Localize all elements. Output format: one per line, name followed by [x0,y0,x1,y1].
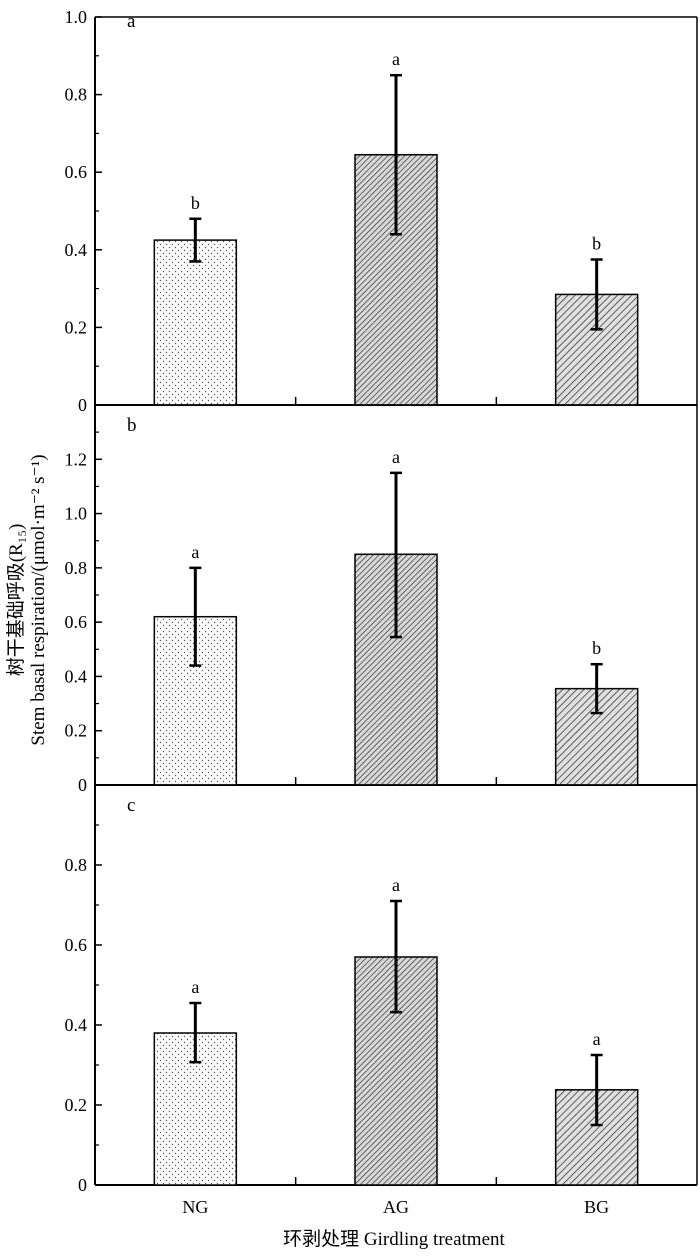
panel-b-y-tick-label: 0.2 [65,721,88,741]
y-axis-title: 树干基础呼吸(R₁₅) Stem basal respiration/(μmol… [5,454,49,745]
panel-a-bar-ng [153,239,238,406]
panel-c-label: c [127,795,135,816]
panel-b-bar-bg [554,687,639,786]
panel-b-y-tick-label: 0.8 [65,558,88,578]
panel-c-marks: 0 0.2 0.4 0.6 0.8 a a a NG AG BG [65,784,698,1217]
y-axis-title-en: Stem basal respiration/(μmol·m⁻² s⁻¹) [28,454,49,745]
panel-b-y-tick-label: 0.4 [65,666,88,686]
x-tick-label-bg: BG [584,1197,609,1217]
panel-a-significance-letter: b [592,234,601,254]
panel-c-y-tick-label: 0.4 [65,1015,88,1035]
panel-a-significance-letter: b [191,193,200,213]
panel-b: b 0 0.2 0.4 0.6 0.8 1.0 1.2 a a b [65,404,698,795]
panel-a-marks: 0 0.2 0.4 0.6 0.8 1.0 b a b [65,7,698,415]
panel-c: c 0 0.2 0.4 0.6 0.8 a a a NG AG BG [65,784,698,1217]
panel-b-y-tick-label: 0 [78,775,87,795]
panel-a-y-tick-label: 0 [78,395,87,415]
panel-b-y-tick-label: 1.2 [65,449,88,469]
panel-c-y-tick-label: 0.6 [65,935,88,955]
panel-c-y-tick-label: 0 [78,1175,87,1195]
panel-a-y-tick-label: 0.2 [65,317,88,337]
panel-a-y-tick-label: 0.4 [65,240,88,260]
panel-a-significance-letter: a [392,49,400,69]
panel-c-significance-letter: a [191,977,199,997]
panel-b-label: b [127,415,137,436]
panel-c-significance-letter: a [392,875,400,895]
panel-b-significance-letter: b [592,638,601,658]
panel-a: a 0 0.2 0.4 0.6 0.8 1.0 b a b [65,7,698,415]
panel-a-y-tick-label: 0.6 [65,162,88,182]
panel-c-y-tick-label: 0.2 [65,1095,88,1115]
x-axis-title: 环剥处理 Girdling treatment [283,1228,505,1250]
x-tick-label-ng: NG [182,1197,208,1217]
panel-a-label: a [127,11,136,32]
panel-b-y-tick-label: 0.6 [65,612,88,632]
x-tick-label-ag: AG [383,1197,409,1217]
panel-a-y-tick-label: 0.8 [65,85,88,105]
y-axis-title-cn: 树干基础呼吸(R₁₅) [5,524,27,677]
panel-b-significance-letter: a [191,542,199,562]
panel-b-significance-letter: a [392,447,400,467]
panel-c-significance-letter: a [593,1029,601,1049]
panel-a-y-tick-label: 1.0 [65,7,88,27]
panel-c-y-tick-label: 0.8 [65,855,88,875]
panel-b-marks: 0 0.2 0.4 0.6 0.8 1.0 1.2 a a b [65,404,698,795]
panel-b-y-tick-label: 1.0 [65,504,88,524]
